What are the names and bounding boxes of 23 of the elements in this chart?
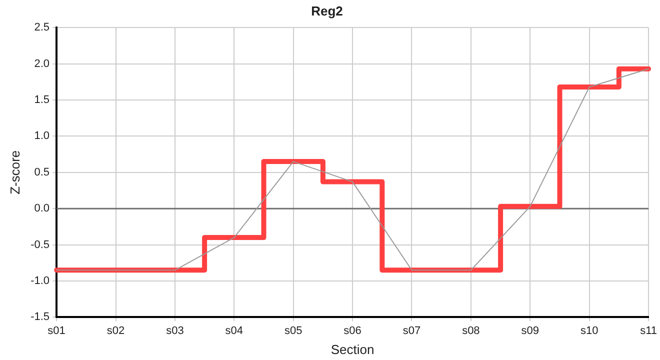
y-tick-label: 0.5 [34, 166, 50, 178]
x-tick-label: s05 [284, 324, 302, 337]
y-tick-label: -1.5 [30, 311, 50, 324]
x-tick-label: s06 [344, 324, 362, 337]
chart-title: Reg2 [311, 3, 343, 18]
y-tick-label: 1.0 [34, 130, 50, 142]
x-tick-label: s10 [580, 324, 598, 337]
x-tick-label: s03 [166, 324, 184, 337]
y-tick-label: 2.0 [34, 58, 50, 70]
x-tick-label: s07 [402, 324, 421, 337]
x-axis-title: Section [330, 342, 374, 357]
y-tick-label: 1.5 [34, 94, 50, 106]
x-tick-label: s04 [225, 324, 244, 337]
x-tick-label: s11 [640, 324, 657, 337]
x-tick-label: s09 [521, 324, 540, 337]
y-axis-title: Z-score [7, 150, 22, 194]
y-tick-label: -1.0 [30, 275, 50, 288]
y-tick-label: -0.5 [30, 238, 50, 251]
y-tick-label: 2.5 [34, 22, 50, 34]
x-tick-label: s01 [48, 324, 66, 337]
x-tick-label: s08 [462, 324, 480, 337]
x-tick-label: s02 [106, 324, 125, 337]
y-tick-label: 0.0 [34, 202, 50, 215]
